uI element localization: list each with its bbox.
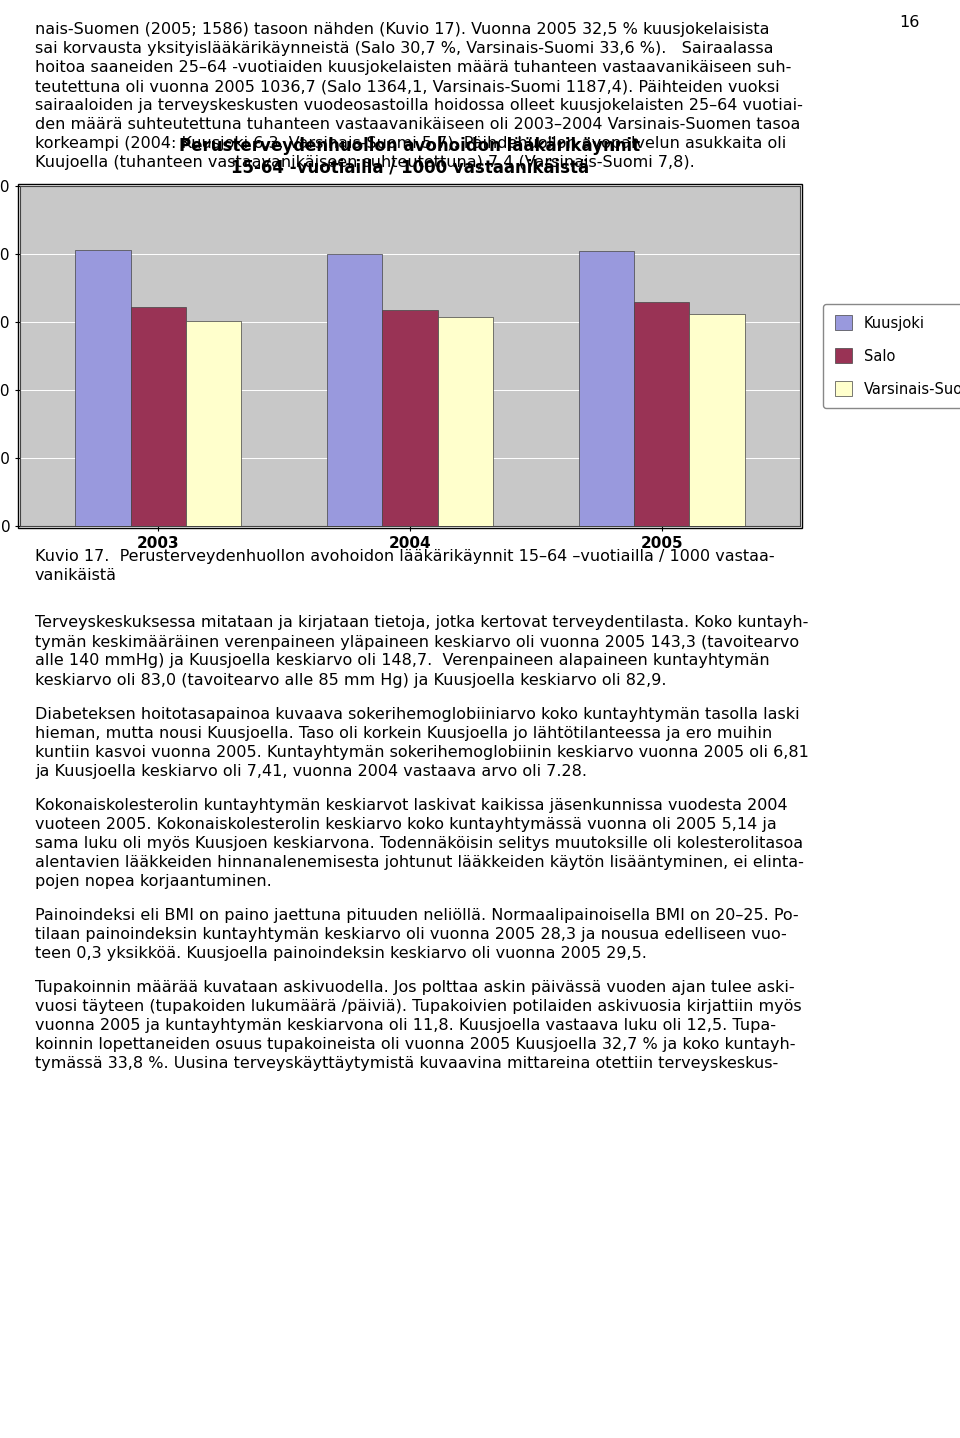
Text: Terveyskeskuksessa mitataan ja kirjataan tietoja, jotka kertovat terveydentilast: Terveyskeskuksessa mitataan ja kirjataan… [35, 615, 808, 630]
Text: koinnin lopettaneiden osuus tupakoineista oli vuonna 2005 Kuusjoella 32,7 % ja k: koinnin lopettaneiden osuus tupakoineist… [35, 1037, 796, 1053]
Text: den määrä suhteutettuna tuhanteen vastaavanikäiseen oli 2003–2004 Varsinais-Suom: den määrä suhteutettuna tuhanteen vastaa… [35, 116, 801, 132]
Text: teutettuna oli vuonna 2005 1036,7 (Salo 1364,1, Varsinais-Suomi 1187,4). Päihtei: teutettuna oli vuonna 2005 1036,7 (Salo … [35, 79, 780, 93]
Text: kuntiin kasvoi vuonna 2005. Kuntayhtymän sokerihemoglobiinin keskiarvo vuonna 20: kuntiin kasvoi vuonna 2005. Kuntayhtymän… [35, 745, 809, 759]
Text: alle 140 mmHg) ja Kuusjoella keskiarvo oli 148,7.  Verenpaineen alapaineen kunta: alle 140 mmHg) ja Kuusjoella keskiarvo o… [35, 653, 770, 669]
Bar [186, 321, 241, 526]
Bar [579, 252, 634, 526]
Text: sama luku oli myös Kuusjoen keskiarvona. Todennäköisin selitys muutoksille oli k: sama luku oli myös Kuusjoen keskiarvona.… [35, 835, 804, 851]
Text: sai korvausta yksityislääkärikäynneistä (Salo 30,7 %, Varsinais-Suomi 33,6 %).  : sai korvausta yksityislääkärikäynneistä … [35, 42, 774, 56]
Text: sairaaloiden ja terveyskeskusten vuodeosastoilla hoidossa olleet kuusjokelaisten: sairaaloiden ja terveyskeskusten vuodeos… [35, 98, 803, 114]
Text: hoitoa saaneiden 25–64 -vuotiaiden kuusjokelaisten määrä tuhanteen vastaavanikäi: hoitoa saaneiden 25–64 -vuotiaiden kuusj… [35, 60, 791, 75]
Text: hieman, mutta nousi Kuusjoella. Taso oli korkein Kuusjoella jo lähtötilanteessa : hieman, mutta nousi Kuusjoella. Taso oli… [35, 726, 772, 741]
Text: tilaan painoindeksin kuntayhtymän keskiarvo oli vuonna 2005 28,3 ja nousua edell: tilaan painoindeksin kuntayhtymän keskia… [35, 928, 787, 942]
Bar [438, 316, 493, 526]
Text: vanikäistä: vanikäistä [35, 568, 117, 582]
Text: Kokonaiskolesterolin kuntayhtymän keskiarvot laskivat kaikissa jäsenkunnissa vuo: Kokonaiskolesterolin kuntayhtymän keskia… [35, 798, 787, 812]
Title: Perusterveydenhuollon avohoidon lääkärikäynnit
15-64 -vuotiailla / 1000 vastaani: Perusterveydenhuollon avohoidon lääkärik… [180, 137, 640, 175]
Text: nais-Suomen (2005; 1586) tasoon nähden (Kuvio 17). Vuonna 2005 32,5 % kuusjokela: nais-Suomen (2005; 1586) tasoon nähden (… [35, 22, 770, 37]
Text: vuonna 2005 ja kuntayhtymän keskiarvona oli 11,8. Kuusjoella vastaava luku oli 1: vuonna 2005 ja kuntayhtymän keskiarvona … [35, 1018, 776, 1034]
Text: tymän keskimääräinen verenpaineen yläpaineen keskiarvo oli vuonna 2005 143,3 (ta: tymän keskimääräinen verenpaineen yläpai… [35, 634, 799, 650]
Text: ja Kuusjoella keskiarvo oli 7,41, vuonna 2004 vastaava arvo oli 7.28.: ja Kuusjoella keskiarvo oli 7,41, vuonna… [35, 764, 587, 779]
Text: Diabeteksen hoitotasapainoa kuvaava sokerihemoglobiiniarvo koko kuntayhtymän tas: Diabeteksen hoitotasapainoa kuvaava soke… [35, 706, 800, 722]
Text: Kuvio 17.  Perusterveydenhuollon avohoidon lääkärikäynnit 15–64 –vuotiailla / 10: Kuvio 17. Perusterveydenhuollon avohoido… [35, 549, 775, 564]
Text: Tupakoinnin määrää kuvataan askivuodella. Jos polttaa askin päivässä vuoden ajan: Tupakoinnin määrää kuvataan askivuodella… [35, 981, 795, 995]
Text: 16: 16 [900, 14, 920, 30]
Text: alentavien lääkkeiden hinnanalenemisesta johtunut lääkkeiden käytön lisääntymine: alentavien lääkkeiden hinnanalenemisesta… [35, 856, 804, 870]
Bar [75, 250, 131, 526]
Text: pojen nopea korjaantuminen.: pojen nopea korjaantuminen. [35, 874, 272, 889]
Text: Painoindeksi eli BMI on paino jaettuna pituuden neliöllä. Normaalipainoisella BM: Painoindeksi eli BMI on paino jaettuna p… [35, 909, 799, 923]
Text: teen 0,3 yksikköä. Kuusjoella painoindeksin keskiarvo oli vuonna 2005 29,5.: teen 0,3 yksikköä. Kuusjoella painoindek… [35, 946, 647, 961]
Bar [634, 302, 689, 526]
Text: keskiarvo oli 83,0 (tavoitearvo alle 85 mm Hg) ja Kuusjoella keskiarvo oli 82,9.: keskiarvo oli 83,0 (tavoitearvo alle 85 … [35, 673, 666, 687]
Legend: Kuusjoki, Salo, Varsinais-Suomi: Kuusjoki, Salo, Varsinais-Suomi [823, 303, 960, 408]
Bar [131, 308, 186, 526]
Text: vuosi täyteen (tupakoiden lukumäärä /päiviä). Tupakoivien potilaiden askivuosia : vuosi täyteen (tupakoiden lukumäärä /päi… [35, 999, 802, 1014]
Bar [327, 255, 382, 526]
Bar [689, 313, 745, 526]
Text: Kuujoella (tuhanteen vastaavanikäiseen suhteutettuna) 7,4 (Varsinais-Suomi 7,8).: Kuujoella (tuhanteen vastaavanikäiseen s… [35, 155, 695, 170]
Text: tymässä 33,8 %. Uusina terveyskäyttäytymistä kuvaavina mittareina otettiin terve: tymässä 33,8 %. Uusina terveyskäyttäytym… [35, 1057, 779, 1071]
Text: vuoteen 2005. Kokonaiskolesterolin keskiarvo koko kuntayhtymässä vuonna oli 2005: vuoteen 2005. Kokonaiskolesterolin keski… [35, 817, 777, 833]
Bar [382, 309, 438, 526]
Text: korkeampi (2004: Kuusjoki 6,3, Varsinais-Suomi 5,7). Päihdehuollon avopalvelun a: korkeampi (2004: Kuusjoki 6,3, Varsinais… [35, 137, 786, 151]
